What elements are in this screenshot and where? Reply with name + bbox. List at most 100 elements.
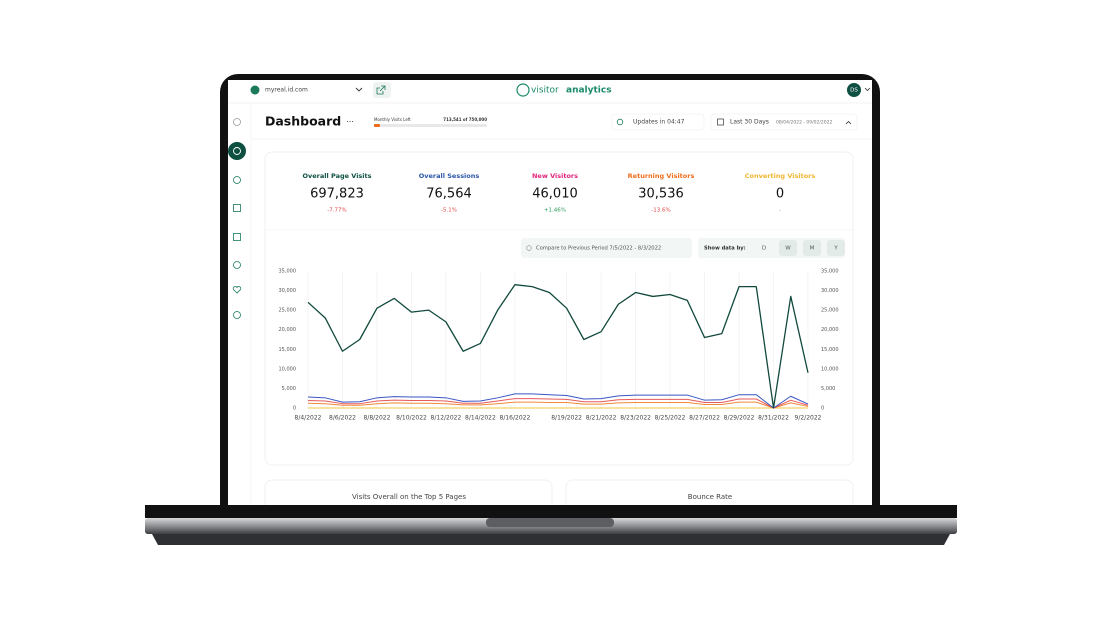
- logo-text-b: analytics: [566, 86, 612, 96]
- site-icon: [250, 85, 260, 95]
- x-tick-label: 8/10/2022: [396, 415, 427, 422]
- panel-title: Bounce Rate: [688, 493, 732, 501]
- sidebar-icon[interactable]: [233, 311, 241, 319]
- panel-title: Visits Overall on the Top 5 Pages: [352, 493, 466, 501]
- stat-value: 76,564: [426, 187, 472, 202]
- y-tick-label: 10,000: [279, 366, 297, 372]
- logo-icon: [516, 83, 530, 97]
- stat-change: +1.46%: [544, 208, 566, 214]
- stat-value: 30,536: [638, 187, 684, 202]
- calendar-icon: [717, 118, 724, 126]
- period-button[interactable]: [827, 240, 845, 256]
- period-button[interactable]: [779, 240, 797, 256]
- x-tick-label: 8/6/2022: [329, 415, 356, 422]
- stats-row: Overall Page Visits 697,823 -7.77% Overall …: [303, 172, 816, 214]
- site-name[interactable]: myreal.id.com: [265, 87, 308, 94]
- x-tick-label: 8/14/2022: [465, 415, 496, 422]
- date-range-collapse[interactable]: [845, 120, 852, 125]
- stat-label: Overall Sessions: [419, 172, 480, 180]
- compare-text: Compare to Previous Period 7/5/2022 - 8/…: [536, 246, 661, 252]
- stat-label: Converting Visitors: [745, 172, 816, 180]
- period-label: Y: [833, 246, 838, 252]
- x-tick-label: 8/31/2022: [758, 415, 789, 422]
- y2-tick-label: 35,000: [821, 269, 839, 275]
- compare-button[interactable]: [521, 238, 692, 258]
- series-line: [307, 401, 809, 409]
- y-tick-label: 25,000: [279, 308, 297, 314]
- stat-change: -: [779, 208, 781, 214]
- x-tick-label: 8/19/2022: [551, 415, 582, 422]
- screen-bottom-bezel: [145, 505, 957, 518]
- sidebar-icon[interactable]: [233, 261, 241, 269]
- stat-value: 0: [776, 187, 784, 202]
- period-button[interactable]: [755, 240, 773, 256]
- y-tick-label: 30,000: [279, 288, 297, 294]
- updates-text: Updates in 04:47: [633, 119, 685, 126]
- avatar-dropdown[interactable]: [864, 87, 871, 92]
- x-tick-label: 8/29/2022: [724, 415, 755, 422]
- y-tick-label: 15,000: [279, 347, 297, 353]
- date-range-label: Last 30 Days: [730, 119, 769, 126]
- sidebar-icon-active[interactable]: [228, 142, 246, 160]
- refresh-icon: [616, 118, 624, 126]
- avatar[interactable]: [847, 83, 861, 97]
- stat-label: Returning Visitors: [628, 172, 695, 180]
- stat-value: 697,823: [310, 187, 364, 202]
- y-tick-label: 0: [293, 406, 296, 412]
- sidebar-icon[interactable]: [233, 176, 241, 184]
- y2-tick-label: 5,000: [821, 386, 835, 392]
- y-tick-label: 20,000: [279, 327, 297, 333]
- y-tick-label: 35,000: [279, 269, 297, 275]
- quota-track: [374, 124, 487, 127]
- quota-label: Monthly Visits Left: [374, 117, 411, 122]
- x-tick-label: 8/25/2022: [655, 415, 686, 422]
- stat-value: 46,010: [532, 187, 578, 202]
- x-tick-label: 8/21/2022: [586, 415, 617, 422]
- show-by-label: Show data by:: [704, 246, 746, 252]
- chart: 0 5,000 10,000 15,000 20,000 25,000 30,000 35,0…: [279, 269, 839, 422]
- quota-fill: [374, 124, 380, 127]
- sidebar-icon[interactable]: [232, 286, 242, 294]
- y2-tick-label: 25,000: [821, 308, 839, 314]
- x-tick-label: 8/23/2022: [620, 415, 651, 422]
- site-dropdown[interactable]: [355, 87, 363, 92]
- stat-change: -5.1%: [441, 208, 457, 214]
- logo-text-a: visitor: [531, 86, 559, 96]
- series-line: [307, 284, 809, 409]
- x-tick-label: 8/4/2022: [295, 415, 322, 422]
- sidebar-icon[interactable]: [233, 204, 241, 212]
- sidebar-icon[interactable]: [233, 118, 241, 126]
- x-tick-label: 8/8/2022: [363, 415, 390, 422]
- series-line: [307, 393, 809, 409]
- open-site-button[interactable]: [373, 82, 391, 98]
- more-menu[interactable]: ···: [346, 118, 354, 127]
- stat-label: Overall Page Visits: [303, 172, 372, 180]
- x-tick-label: 8/27/2022: [689, 415, 720, 422]
- period-label: W: [785, 246, 791, 252]
- x-tick-label: 8/12/2022: [431, 415, 462, 422]
- stat-label: New Visitors: [532, 172, 578, 180]
- series-line: [307, 398, 809, 409]
- y2-tick-label: 15,000: [821, 347, 839, 353]
- refresh-button[interactable]: [611, 113, 705, 131]
- y2-tick-label: 20,000: [821, 327, 839, 333]
- period-button[interactable]: [803, 240, 821, 256]
- external-icon: [376, 85, 386, 95]
- x-tick-label: 9/2/2022: [795, 415, 822, 422]
- laptop-notch-front: [486, 518, 614, 527]
- y2-tick-label: 0: [821, 406, 824, 412]
- stat-change: -13.6%: [651, 208, 670, 214]
- period-label: M: [810, 246, 815, 252]
- laptop-foot: [152, 534, 950, 545]
- x-tick-label: 8/16/2022: [500, 415, 531, 422]
- sidebar-icon-glyph: [233, 147, 241, 155]
- compare-radio[interactable]: [526, 245, 532, 251]
- date-range-dates: 08/04/2022 - 09/02/2022: [776, 120, 832, 126]
- sidebar-icon[interactable]: [233, 233, 241, 241]
- y2-tick-label: 10,000: [821, 366, 839, 372]
- period-label: D: [762, 246, 766, 252]
- stat-change: -7.77%: [327, 208, 346, 214]
- date-range-button[interactable]: [710, 113, 858, 131]
